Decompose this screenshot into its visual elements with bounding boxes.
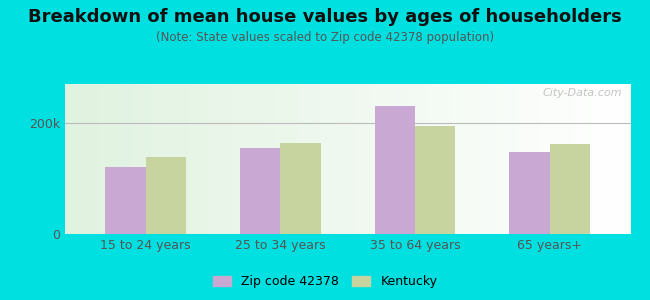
Bar [105, 167, 146, 234]
Text: (Note: State values scaled to Zip code 42378 population): (Note: State values scaled to Zip code 4… [156, 32, 494, 44]
Text: City-Data.com: City-Data.com [543, 88, 622, 98]
Text: Breakdown of mean house values by ages of householders: Breakdown of mean house values by ages o… [28, 8, 622, 26]
Bar [146, 157, 186, 234]
Legend: Zip code 42378, Kentucky: Zip code 42378, Kentucky [210, 273, 440, 291]
Bar [240, 148, 280, 234]
Bar [510, 152, 550, 234]
Bar [550, 144, 590, 234]
Bar [415, 126, 456, 234]
Bar [280, 143, 321, 234]
Bar [374, 106, 415, 234]
